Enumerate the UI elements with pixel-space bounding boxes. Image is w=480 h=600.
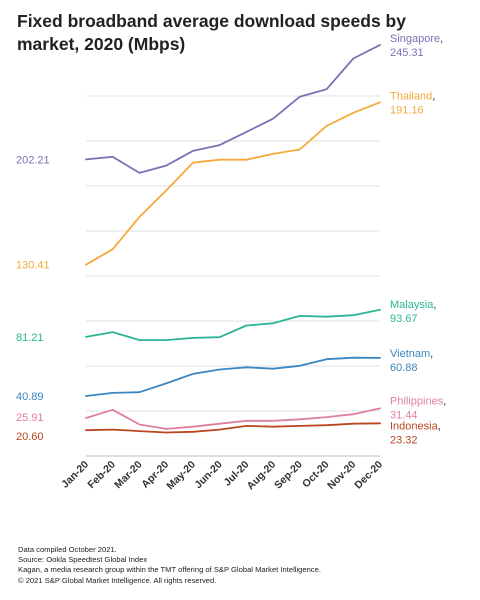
end-value-label: 245.31 (390, 47, 424, 59)
x-tick-label: Jun-20 (192, 459, 225, 492)
chart-footer: Data compiled October 2021. Source: Ookl… (18, 545, 321, 586)
series-line (85, 407, 381, 430)
footer-copyright: © 2021 S&P Global Market Intelligence. A… (18, 575, 217, 585)
series-name-label: Indonesia, (390, 420, 441, 432)
series-line (85, 44, 381, 174)
series-name-label: Singapore, (390, 33, 443, 45)
x-tick-label: Dec-20 (352, 459, 385, 492)
footer-note: Data compiled October 2021. (18, 545, 117, 554)
series-line (85, 101, 381, 266)
start-value-label: 40.89 (16, 391, 44, 403)
x-tick-label: Nov-20 (325, 459, 358, 492)
start-value-label: 130.41 (16, 260, 50, 272)
series-line (85, 422, 381, 434)
series-labels: 202.21 Singapore, 245.31 130.41 Thailand, 191… (16, 33, 446, 446)
end-value-label: 93.67 (390, 313, 418, 325)
x-tick-label: Feb-20 (85, 459, 118, 492)
series-line (85, 308, 381, 342)
footer-source: Source: Ookla Speedtest Global Index (18, 555, 148, 565)
x-tick-label: Aug-20 (245, 459, 279, 493)
series-name-label: Philippines, (390, 395, 446, 407)
x-tick-label: May-20 (164, 459, 198, 493)
start-value-label: 202.21 (16, 154, 50, 166)
x-tick-label: Mar-20 (112, 459, 145, 492)
end-value-label: 60.88 (390, 362, 418, 374)
series-lines (85, 44, 381, 434)
end-value-label: 191.16 (390, 104, 424, 116)
series-name-label: Thailand, (390, 90, 435, 102)
start-value-label: 81.21 (16, 332, 44, 344)
line-chart: Jan-20Feb-20Mar-20Apr-20May-20Jun-20Jul-… (16, 33, 446, 493)
series-line (85, 356, 381, 397)
end-value-label: 31.44 (390, 409, 418, 421)
footer-credit: Kagan, a media research group within the… (18, 565, 321, 575)
series-name-label: Vietnam, (390, 348, 433, 360)
end-value-label: 23.32 (390, 434, 418, 446)
x-tick-label: Sep-20 (272, 459, 305, 492)
start-value-label: 25.91 (16, 412, 44, 424)
x-tick-label: Jan-20 (59, 459, 91, 491)
chart-title: Fixed broadband average download speeds … (17, 11, 406, 54)
x-axis: Jan-20Feb-20Mar-20Apr-20May-20Jun-20Jul-… (59, 455, 385, 493)
gridlines (86, 95, 380, 457)
start-value-label: 20.60 (16, 431, 44, 443)
series-name-label: Malaysia, (390, 299, 436, 311)
